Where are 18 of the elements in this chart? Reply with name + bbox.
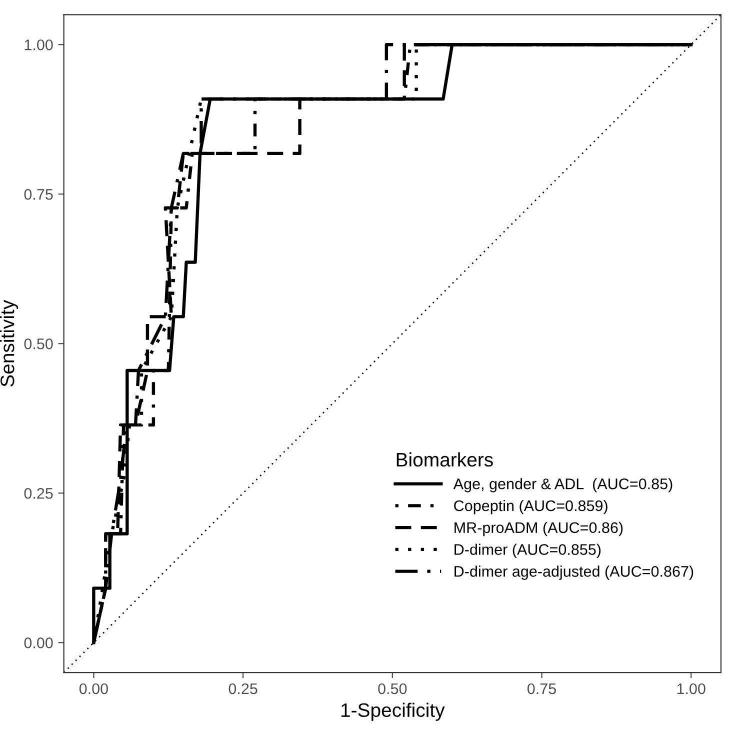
legend-title: Biomarkers <box>396 452 493 467</box>
y-tick-label: 0.75 <box>24 188 53 200</box>
legend-label: Copeptin (AUC=0.859) <box>454 500 608 514</box>
y-tick-label: 1.00 <box>24 39 53 50</box>
legend-label: Age, gender & ADL (AUC=0.85) <box>453 478 672 492</box>
x-axis-title: 1-Specificity <box>341 702 445 721</box>
x-tick-label: 0.00 <box>79 683 108 694</box>
y-tick-label: 0.00 <box>24 637 53 648</box>
y-tick-label: 0.50 <box>24 338 53 350</box>
y-axis-title: Sensitivity <box>0 300 18 386</box>
y-tick-label: 0.25 <box>24 488 53 499</box>
legend-label: MR-proADM (AUC=0.86) <box>454 522 623 536</box>
legend-label: D-dimer age-adjusted (AUC=0.867) <box>454 566 694 580</box>
x-tick-label: 0.50 <box>378 683 407 694</box>
x-tick-label: 0.25 <box>228 683 258 694</box>
x-tick-label: 0.75 <box>527 683 556 694</box>
legend-label: D-dimer (AUC=0.855) <box>454 544 601 558</box>
x-tick-label: 1.00 <box>677 683 706 694</box>
